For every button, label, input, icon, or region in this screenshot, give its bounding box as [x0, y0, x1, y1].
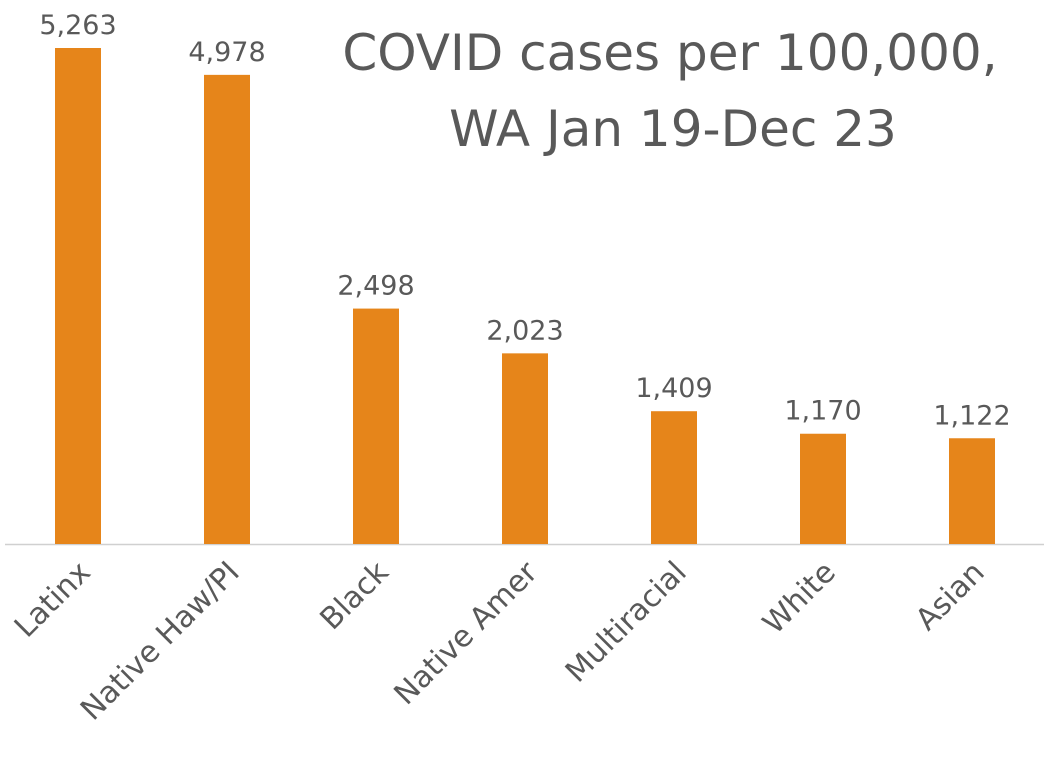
- x-tick-label: Native Amer: [388, 554, 546, 712]
- x-tick-label: Native Haw/PI: [74, 555, 247, 728]
- chart-title: WA Jan 19-Dec 23: [449, 100, 897, 158]
- value-label: 2,498: [337, 271, 414, 302]
- x-tick-label: White: [756, 555, 842, 641]
- bar: [55, 48, 101, 544]
- chart-title: COVID cases per 100,000,: [342, 24, 997, 82]
- value-label: 5,263: [39, 10, 116, 41]
- bar: [353, 308, 399, 544]
- bar: [651, 411, 697, 544]
- value-label: 1,409: [635, 373, 712, 404]
- bar: [800, 433, 846, 544]
- bar: [502, 353, 548, 544]
- x-tick-label: Black: [314, 554, 397, 637]
- value-label: 1,122: [933, 400, 1010, 431]
- x-tick-label: Latinx: [8, 555, 98, 645]
- value-label: 1,170: [784, 396, 861, 427]
- x-tick-label: Multiracial: [559, 555, 694, 690]
- bar: [204, 74, 250, 545]
- bar: [949, 438, 995, 544]
- x-tick-label: Asian: [909, 555, 992, 638]
- value-label: 4,978: [188, 37, 265, 68]
- value-label: 2,023: [486, 315, 563, 346]
